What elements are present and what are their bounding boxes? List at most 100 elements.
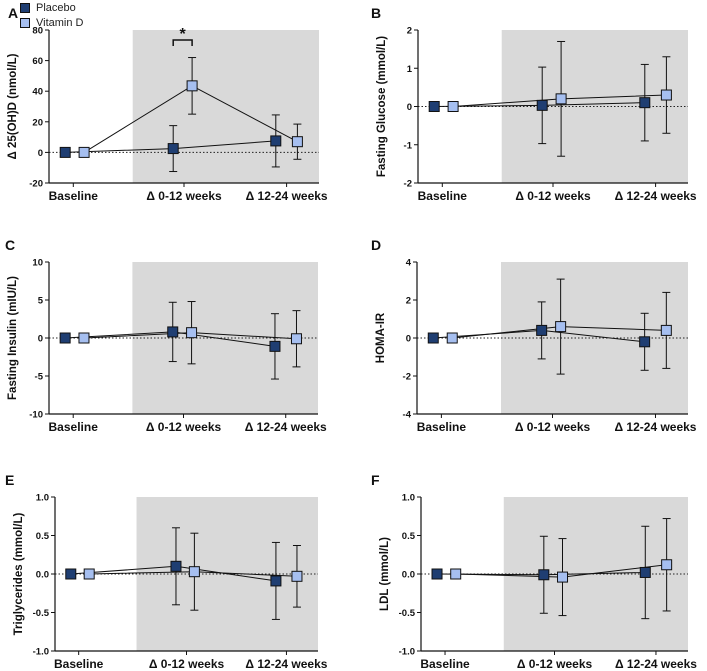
data-point-placebo bbox=[167, 326, 179, 338]
y-tick-label: 0 bbox=[407, 102, 412, 113]
y-axis-label: Triglycerides (mmol/L) bbox=[13, 512, 25, 635]
y-tick-label: 0 bbox=[38, 334, 43, 345]
data-point-vitamin-d bbox=[188, 566, 200, 578]
panel-d: -4 -2 0 2 4 Baseline Δ 0-12 weeks Δ 12-24 weeks… bbox=[371, 237, 697, 434]
x-tick-label: Baseline bbox=[49, 189, 99, 203]
y-tick-label: 60 bbox=[32, 56, 43, 67]
panel-label: E bbox=[5, 472, 14, 488]
x-tick-label: Δ 12-24 weeks bbox=[246, 189, 328, 203]
panel-a: -20 0 20 40 60 80 Baseline Δ 0-12 weeks Δ 12-24 … bbox=[7, 5, 328, 203]
y-tick-label: -1 bbox=[404, 140, 413, 151]
panel-e: -1.0 -0.5 0.0 0.5 1.0 Baseline Δ 0-12 weeks Δ 1… bbox=[5, 472, 328, 671]
legend-label-placebo: Placebo bbox=[36, 1, 76, 14]
data-point-vitamin-d bbox=[660, 89, 672, 101]
y-tick-label: -2 bbox=[403, 372, 411, 383]
y-tick-label: 0 bbox=[38, 148, 43, 159]
panel-label: C bbox=[5, 237, 15, 253]
y-axis-label: Δ 25(OH)D (nmol/L) bbox=[7, 53, 19, 159]
data-point-placebo bbox=[639, 97, 651, 109]
x-tick-label: Δ 12-24 weeks bbox=[615, 657, 697, 671]
x-tick-label: Δ 0-12 weeks bbox=[515, 420, 591, 434]
data-point-placebo bbox=[427, 332, 439, 344]
panel-c: -10 -5 0 5 10 Baseline Δ 0-12 weeks Δ 12-24 wee… bbox=[5, 237, 327, 434]
y-tick-label: 40 bbox=[32, 87, 43, 98]
y-tick-label: 0.5 bbox=[36, 531, 50, 542]
data-point-vitamin-d bbox=[555, 93, 567, 105]
x-tick-label: Δ 12-24 weeks bbox=[245, 420, 327, 434]
legend-label-vitamin-d: Vitamin D bbox=[36, 16, 84, 29]
y-tick-label: -0.5 bbox=[33, 608, 50, 619]
y-tick-label: 10 bbox=[32, 258, 43, 269]
y-tick-label: 80 bbox=[32, 26, 43, 37]
data-point-vitamin-d bbox=[186, 327, 198, 339]
y-tick-label: 2 bbox=[406, 296, 411, 307]
y-tick-label: 1.0 bbox=[36, 493, 49, 504]
x-tick-label: Δ 0-12 weeks bbox=[149, 657, 225, 671]
data-point-vitamin-d bbox=[555, 321, 567, 333]
significance-label: * bbox=[180, 26, 187, 43]
y-tick-label: -1.0 bbox=[399, 647, 415, 658]
y-tick-label: 0.0 bbox=[402, 570, 415, 581]
y-tick-label: -10 bbox=[29, 410, 43, 421]
y-tick-label: -2 bbox=[404, 179, 412, 190]
y-tick-label: 5 bbox=[38, 296, 44, 307]
x-tick-label: Baseline bbox=[418, 189, 468, 203]
y-axis-label: LDL (mmol/L) bbox=[379, 537, 391, 611]
data-point-vitamin-d bbox=[447, 101, 459, 112]
y-tick-label: 0.5 bbox=[402, 531, 416, 542]
data-point-placebo bbox=[538, 569, 550, 581]
data-point-placebo bbox=[59, 332, 71, 344]
x-tick-label: Δ 0-12 weeks bbox=[517, 657, 593, 671]
legend-item-placebo: Placebo bbox=[20, 0, 83, 15]
x-tick-label: Δ 12-24 weeks bbox=[245, 657, 327, 671]
panel-f: -1.0 -0.5 0.0 0.5 1.0 Baseline Δ 0-12 weeks Δ 1… bbox=[371, 472, 697, 671]
x-tick-label: Baseline bbox=[417, 420, 467, 434]
data-point-placebo bbox=[431, 568, 443, 580]
data-point-placebo bbox=[59, 146, 71, 158]
data-point-vitamin-d bbox=[291, 570, 303, 582]
data-point-vitamin-d bbox=[290, 333, 302, 345]
data-point-placebo bbox=[639, 336, 651, 348]
panel-label: F bbox=[371, 472, 380, 488]
data-point-placebo bbox=[536, 324, 548, 336]
x-tick-label: Baseline bbox=[54, 657, 104, 671]
y-tick-label: -4 bbox=[403, 410, 412, 421]
panel-label: B bbox=[371, 5, 381, 21]
data-point-vitamin-d bbox=[446, 332, 458, 344]
data-point-vitamin-d bbox=[557, 571, 569, 583]
data-point-vitamin-d bbox=[450, 568, 462, 580]
data-point-placebo bbox=[167, 143, 179, 155]
data-point-placebo bbox=[270, 575, 282, 587]
x-tick-label: Baseline bbox=[49, 420, 99, 434]
data-point-placebo bbox=[170, 560, 182, 572]
y-tick-label: -0.5 bbox=[399, 608, 416, 619]
y-tick-label: 20 bbox=[32, 117, 43, 128]
panel-label: D bbox=[371, 237, 381, 253]
data-point-vitamin-d bbox=[83, 568, 95, 580]
y-tick-label: 0.0 bbox=[36, 570, 49, 581]
data-point-vitamin-d bbox=[78, 332, 90, 344]
y-tick-label: 0 bbox=[406, 334, 411, 345]
x-tick-label: Δ 12-24 weeks bbox=[614, 420, 696, 434]
data-point-vitamin-d bbox=[78, 146, 90, 158]
legend: Placebo Vitamin D bbox=[20, 0, 83, 30]
data-point-placebo bbox=[270, 135, 282, 147]
data-point-vitamin-d bbox=[661, 559, 673, 571]
y-tick-label: 4 bbox=[406, 258, 412, 269]
legend-swatch-placebo bbox=[20, 2, 30, 13]
x-tick-label: Δ 0-12 weeks bbox=[515, 189, 591, 203]
y-tick-label: 2 bbox=[407, 26, 412, 37]
y-tick-label: -1.0 bbox=[33, 647, 49, 658]
legend-item-vitamin-d: Vitamin D bbox=[20, 15, 83, 30]
y-axis-label: HOMA-IR bbox=[375, 312, 387, 363]
significance-bracket bbox=[172, 39, 193, 46]
shaded-region bbox=[132, 30, 319, 183]
y-axis-label: Fasting Insulin (mIU/L) bbox=[7, 276, 19, 400]
y-tick-label: -5 bbox=[35, 372, 44, 383]
y-tick-label: 1 bbox=[407, 64, 413, 75]
data-point-vitamin-d bbox=[291, 136, 303, 148]
x-tick-label: Δ 12-24 weeks bbox=[615, 189, 697, 203]
x-tick-label: Δ 0-12 weeks bbox=[146, 189, 222, 203]
panel-label: A bbox=[8, 5, 18, 21]
